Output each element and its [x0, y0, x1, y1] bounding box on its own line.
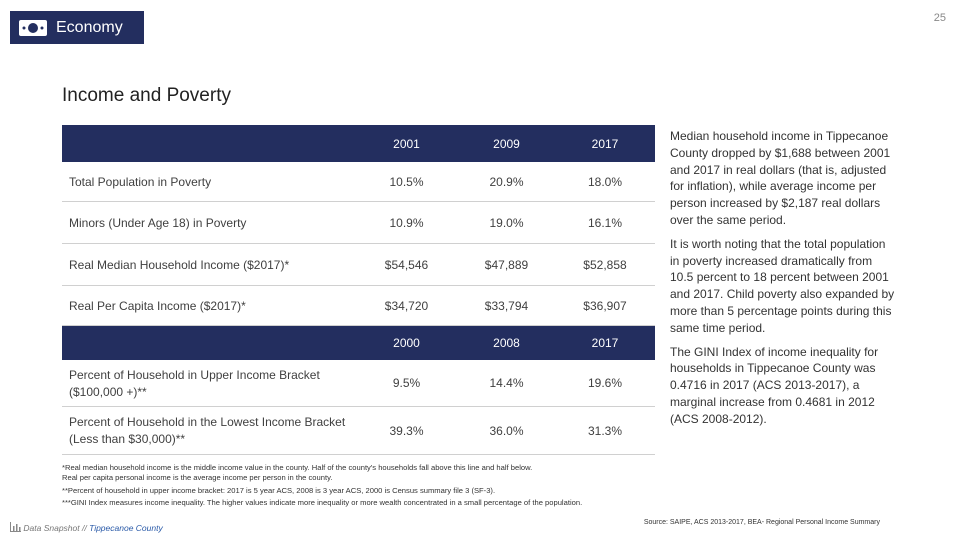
value-cell: $52,858 [583, 257, 627, 272]
header-row [62, 326, 655, 360]
value-cell: 39.3% [389, 423, 424, 438]
header-cell: 2017 [591, 336, 619, 350]
row-border [62, 285, 655, 286]
footnote: ***GINI Index measures income inequality… [62, 498, 583, 507]
label-cell: Total Population in Poverty [69, 174, 212, 189]
value-cell: 9.5% [392, 376, 421, 390]
row-border [62, 325, 655, 326]
paragraphs: Median household income in Tippecanoe Co… [670, 128, 898, 435]
footer: Data Snapshot // Tippecanoe County [10, 522, 163, 533]
header-row [62, 125, 655, 162]
header-cell: 2017 [591, 136, 619, 151]
value-cell: 36.0% [489, 423, 524, 438]
footnote: **Percent of household in upper income b… [62, 486, 496, 495]
row-border [62, 243, 655, 244]
paragraph: The GINI Index of income inequality for … [670, 344, 879, 426]
label-cell: Minors (Under Age 18) in Poverty [69, 215, 247, 230]
value-cell: 19.0% [489, 215, 524, 230]
value-cell: 10.9% [389, 215, 424, 230]
paragraph: Median household income in Tippecanoe Co… [670, 129, 891, 227]
footnote: Real per capita personal income is the a… [62, 473, 333, 482]
paragraph: It is worth noting that the total popula… [670, 236, 895, 335]
value-cell: 16.1% [587, 215, 623, 230]
label-cell: Real Per Capita Income ($2017)* [69, 298, 246, 313]
footnotes: *Real median household income is the mid… [62, 463, 582, 508]
footer-right: Tippecanoe County [89, 523, 163, 533]
label-cell: Real Median Household Income ($2017)* [69, 257, 290, 272]
row-border [62, 454, 655, 455]
source: Source: SAIPE, ACS 2013-2017, BEA- Regio… [643, 519, 880, 526]
value-cell: $47,889 [484, 257, 529, 272]
header-cell: 2001 [393, 136, 420, 151]
money-icon [19, 20, 47, 36]
label-cell: Percent of Household in the Lowest Incom… [69, 415, 346, 446]
value-cell: $36,907 [583, 298, 627, 313]
row-border [62, 406, 655, 407]
section-title: Economy [56, 19, 123, 36]
value-cell: 19.6% [587, 376, 623, 390]
value-cell: 20.9% [489, 174, 524, 189]
value-cell: $33,794 [484, 298, 529, 313]
value-cell: 10.5% [389, 174, 424, 189]
value-cell: $54,546 [384, 257, 429, 272]
header-cell: 2009 [493, 136, 520, 151]
label-cell: Percent of Household in Upper Income Bra… [69, 367, 320, 399]
header-cell: 2000 [393, 336, 420, 350]
value-cell: 31.3% [587, 423, 623, 438]
header-cell: 2008 [493, 336, 520, 350]
row-border [62, 201, 655, 202]
value-cell: 14.4% [489, 376, 524, 390]
value-cell: $34,720 [384, 298, 429, 313]
footer-left: Data Snapshot // [23, 523, 87, 533]
footnote: *Real median household income is the mid… [62, 463, 533, 472]
chart-icon [10, 522, 21, 532]
value-cell: 18.0% [587, 174, 623, 189]
section-badge: Economy [10, 11, 144, 44]
subtitle: Income and Poverty [62, 85, 231, 106]
page-number: 25 [933, 12, 946, 24]
